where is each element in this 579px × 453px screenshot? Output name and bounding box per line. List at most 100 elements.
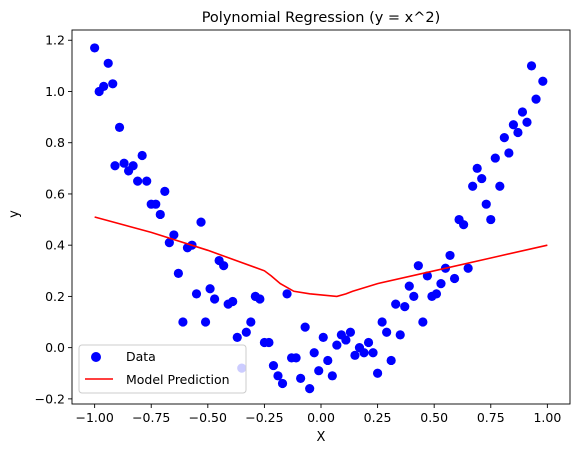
- data-point-4: [108, 79, 118, 89]
- data-point-29: [219, 261, 229, 271]
- x-tick-label: −0.25: [245, 410, 283, 425]
- data-series-group: [90, 43, 548, 394]
- x-tick-label: 1.00: [533, 410, 561, 425]
- data-point-93: [508, 120, 519, 130]
- data-point-88: [486, 214, 496, 225]
- y-axis: −0.2 0.0 0.2 0.4 0.6 0.8 1.0 1.2: [35, 33, 72, 406]
- data-point-51: [318, 332, 328, 342]
- data-point-34: [241, 327, 251, 337]
- data-point-12: [142, 176, 152, 186]
- data-point-98: [531, 94, 541, 104]
- data-point-3: [103, 58, 113, 68]
- data-point-39: [264, 337, 274, 348]
- x-tick-label: −0.75: [132, 410, 170, 425]
- x-tick-label: −0.50: [189, 410, 227, 425]
- x-axis: −1.00 −0.75 −0.50 −0.25 0.00 0.25 0.50 0.75 1.00: [75, 404, 561, 425]
- y-axis-label: y: [7, 210, 22, 218]
- data-point-56: [341, 335, 351, 345]
- data-point-6: [114, 122, 125, 132]
- y-tick-label: 1.0: [45, 84, 65, 99]
- data-point-50: [314, 366, 324, 376]
- data-point-69: [400, 302, 410, 312]
- data-point-71: [409, 291, 419, 302]
- data-point-57: [345, 327, 356, 337]
- data-point-80: [449, 273, 460, 284]
- data-point-11: [137, 150, 147, 161]
- legend-box: [78, 344, 247, 394]
- data-point-54: [332, 340, 342, 350]
- data-point-77: [436, 279, 446, 289]
- y-tick-label: 0.2: [45, 289, 65, 304]
- y-tick-label: 0.8: [45, 135, 65, 150]
- data-point-26: [205, 284, 215, 294]
- data-point-20: [178, 317, 188, 327]
- x-axis-label: X: [317, 430, 326, 445]
- data-point-73: [418, 317, 428, 327]
- data-point-46: [296, 373, 306, 383]
- x-tick-label: 0.00: [307, 410, 335, 425]
- data-point-15: [155, 209, 165, 220]
- data-point-42: [277, 378, 288, 389]
- data-point-45: [291, 353, 301, 363]
- data-point-72: [413, 261, 423, 271]
- data-point-2: [99, 81, 109, 91]
- data-point-94: [513, 127, 523, 138]
- data-point-18: [169, 230, 179, 240]
- data-point-32: [232, 332, 242, 342]
- data-point-53: [327, 371, 337, 381]
- y-tick-label: 0.0: [45, 340, 65, 355]
- y-tick-label: −0.2: [35, 391, 65, 406]
- data-point-95: [517, 107, 528, 117]
- data-point-82: [459, 220, 469, 230]
- x-tick-label: 0.50: [420, 410, 448, 425]
- data-point-19: [173, 268, 183, 278]
- data-point-14: [151, 199, 161, 209]
- legend-label-data: Data: [126, 349, 156, 364]
- data-point-87: [481, 199, 491, 209]
- x-tick-label: 0.25: [364, 410, 392, 425]
- data-point-23: [191, 289, 202, 299]
- x-tick-label: −1.00: [75, 410, 113, 425]
- data-point-63: [372, 368, 383, 378]
- data-point-7: [119, 158, 129, 168]
- data-point-10: [133, 176, 143, 186]
- data-point-16: [160, 186, 170, 196]
- y-tick-label: 0.4: [45, 238, 65, 253]
- data-point-97: [526, 61, 537, 71]
- data-point-90: [495, 181, 505, 191]
- data-point-52: [323, 355, 333, 366]
- data-point-31: [228, 296, 238, 307]
- y-tick-label: 1.2: [45, 33, 65, 48]
- x-tick-label: 0.75: [477, 410, 505, 425]
- data-point-76: [431, 289, 442, 299]
- data-point-49: [309, 348, 319, 358]
- data-point-24: [196, 217, 206, 227]
- data-point-9: [128, 161, 138, 171]
- data-point-91: [499, 132, 509, 143]
- data-point-60: [359, 348, 369, 358]
- data-point-70: [404, 281, 414, 291]
- data-point-58: [350, 350, 360, 360]
- chart-title: Polynomial Regression (y = x^2): [202, 10, 441, 26]
- data-point-83: [463, 263, 473, 273]
- data-point-25: [200, 317, 211, 327]
- legend-marker-data: [91, 352, 101, 362]
- legend: Data Model Prediction: [78, 344, 247, 394]
- data-point-86: [477, 173, 487, 184]
- y-tick-label: 0.6: [45, 186, 65, 201]
- data-point-40: [268, 360, 279, 371]
- data-point-35: [246, 317, 256, 327]
- data-point-96: [522, 117, 532, 127]
- line-series-group: [94, 216, 548, 298]
- data-point-37: [255, 294, 265, 304]
- data-point-68: [395, 330, 405, 340]
- data-point-43: [282, 289, 292, 299]
- model-prediction-line: [94, 216, 548, 298]
- data-point-0: [90, 43, 100, 53]
- data-point-89: [490, 153, 500, 163]
- data-point-85: [472, 163, 482, 173]
- data-point-47: [300, 322, 310, 332]
- data-point-79: [445, 250, 455, 261]
- data-point-65: [382, 327, 392, 337]
